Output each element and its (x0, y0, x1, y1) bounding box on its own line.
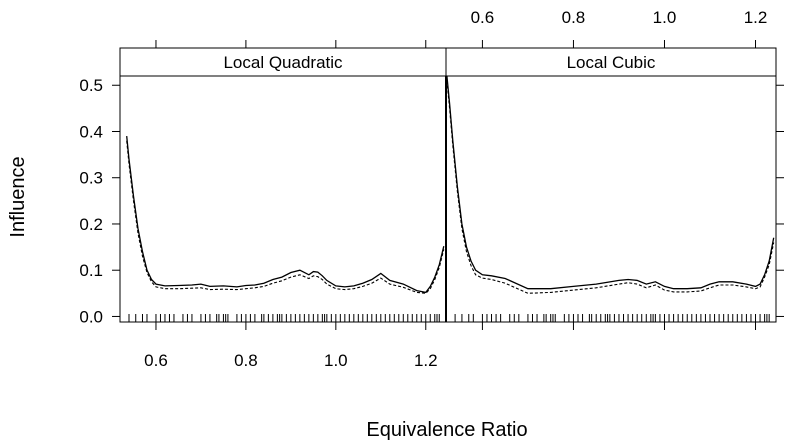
x-axis-label: Equivalence Ratio (366, 419, 527, 441)
axes-group: 0.0 0.1 0.2 0.3 0.4 0.5 0.6 0.6 0.8 0.8 1.0 1.0 1.2 1… (79, 8, 784, 370)
y-tick-label: 0.2 (79, 215, 103, 234)
panel-frame-right (445, 47, 777, 323)
x-tick-label-top: 0.8 (562, 8, 586, 27)
x-tick-label-top: 1.0 (653, 8, 677, 27)
y-tick-label: 0.3 (79, 169, 103, 188)
panel-title-right: Local Cubic (567, 53, 656, 72)
series-line-dashed (446, 80, 775, 294)
x-tick-label-top: 1.2 (744, 8, 768, 27)
plot-group (126, 75, 775, 322)
x-tick-label-top: 0.6 (471, 8, 495, 27)
series-line-solid (126, 136, 445, 294)
strip-right (445, 47, 777, 77)
strip-left (119, 47, 447, 77)
panel-title-left: Local Quadratic (223, 53, 343, 72)
x-tick-label-bottom: 0.6 (144, 351, 168, 370)
y-tick-label: 0.0 (79, 307, 103, 326)
x-tick-label-bottom: 1.2 (414, 351, 438, 370)
series-line-dashed (126, 140, 445, 294)
y-axis-label: Influence (7, 156, 29, 237)
panel-frame-left (119, 47, 447, 323)
x-tick-label-bottom: 0.8 (234, 351, 258, 370)
x-tick-label-bottom: 1.0 (324, 351, 348, 370)
y-tick-label: 0.5 (79, 76, 103, 95)
series-line-solid (446, 75, 775, 290)
y-tick-label: 0.4 (79, 122, 103, 141)
y-tick-label: 0.1 (79, 261, 103, 280)
